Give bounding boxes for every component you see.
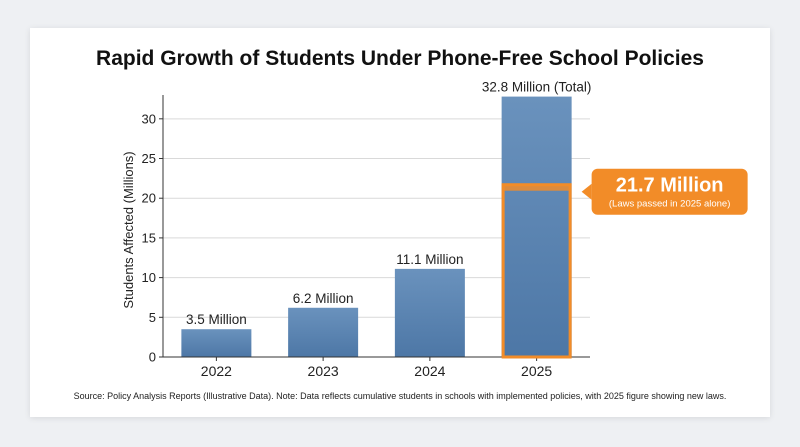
bar-value-label-2024: 11.1 Million <box>396 252 463 267</box>
callout-title: 21.7 Million <box>616 175 724 197</box>
y-axis-label: Students Affected (Millions) <box>121 151 136 308</box>
bar-value-label-2025: 32.8 Million (Total) <box>482 80 592 95</box>
highlight-cap <box>503 184 571 191</box>
bar-value-label-2022: 3.5 Million <box>186 312 247 327</box>
y-tick-label: 25 <box>142 151 156 166</box>
y-tick-label: 5 <box>149 310 156 325</box>
x-tick-label-2022: 2022 <box>201 363 232 379</box>
y-tick-label: 0 <box>149 350 156 365</box>
x-tick-label-2025: 2025 <box>521 363 552 379</box>
source-note: Source: Policy Analysis Reports (Illustr… <box>73 391 727 401</box>
bars <box>181 96 572 357</box>
callout-box <box>591 168 748 215</box>
y-tick-label: 20 <box>142 191 156 206</box>
x-tick-label-2023: 2023 <box>308 363 339 379</box>
bar-2022 <box>181 329 252 357</box>
bar-2024 <box>394 268 465 357</box>
callout-pointer <box>581 183 592 200</box>
callout: 21.7 Million (Laws passed in 2025 alone) <box>501 168 748 359</box>
y-tick-label: 15 <box>142 230 156 245</box>
chart-title: Rapid Growth of Students Under Phone-Fre… <box>96 47 704 70</box>
callout-subtitle: (Laws passed in 2025 alone) <box>609 199 730 210</box>
x-tick-label-2024: 2024 <box>414 363 445 379</box>
bar-2025 <box>501 96 572 357</box>
y-tick-label: 10 <box>142 270 156 285</box>
y-tick-label: 30 <box>142 111 156 126</box>
bar-value-label-2023: 6.2 Million <box>293 291 354 306</box>
bar-2023 <box>288 307 359 357</box>
